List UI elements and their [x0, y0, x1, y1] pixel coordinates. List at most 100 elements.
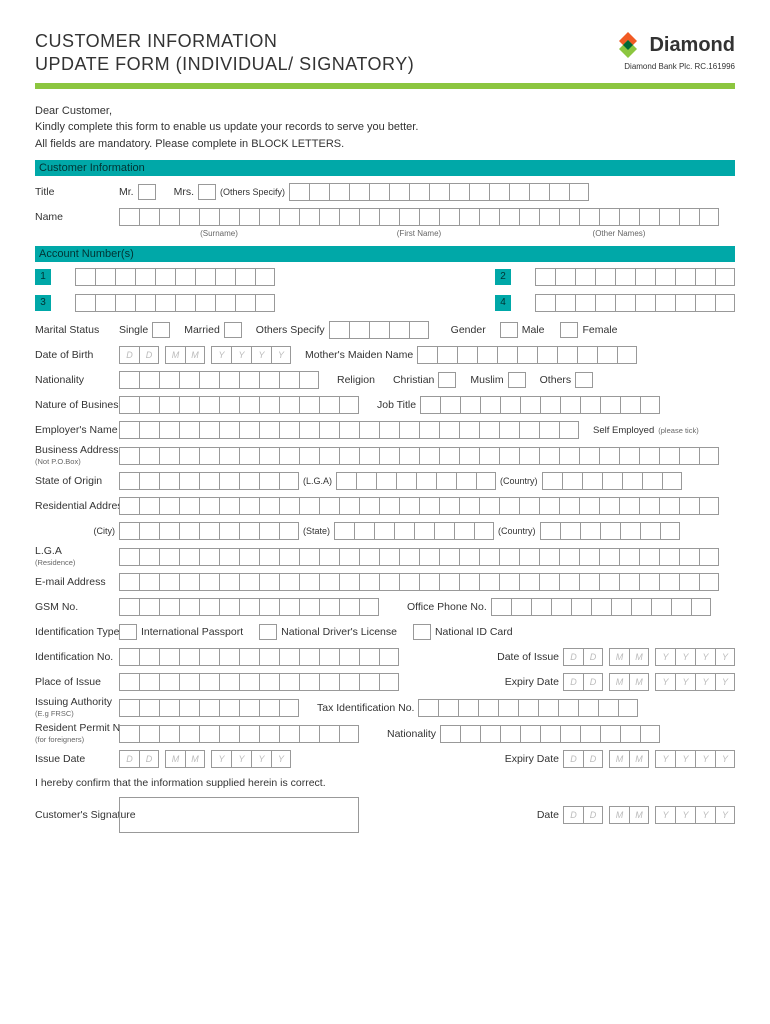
- confirm-text: I hereby confirm that the information su…: [35, 777, 735, 789]
- checkbox-christian[interactable]: [438, 372, 456, 388]
- city-cells[interactable]: [119, 522, 299, 540]
- place-issue-cells[interactable]: [119, 673, 399, 691]
- title-row: Title Mr. Mrs. (Others Specify): [35, 182, 735, 202]
- id-no-cells[interactable]: [119, 648, 399, 666]
- expiry-2-cells[interactable]: DDMMYYYY: [563, 750, 735, 768]
- green-divider: [35, 83, 735, 89]
- label-state-origin: State of Origin: [35, 475, 115, 487]
- label-marital: Marital Status: [35, 324, 115, 336]
- label-business-address: Business Address(Not P.O.Box): [35, 445, 115, 466]
- label-country-2: (Country): [498, 526, 536, 536]
- label-mr: Mr.: [119, 186, 134, 198]
- employer-row: Employer's Name Self Employed (please ti…: [35, 420, 735, 440]
- date-issue-cells[interactable]: DDMMYYYY: [563, 648, 735, 666]
- label-nationality: Nationality: [35, 374, 115, 386]
- account-badge-1: 1: [35, 269, 51, 285]
- label-muslim: Muslim: [470, 374, 503, 386]
- label-nationality-2: Nationality: [387, 728, 436, 740]
- label-id-type: Identification Type: [35, 627, 115, 639]
- account-2-cells[interactable]: [535, 268, 735, 286]
- diamond-icon: [613, 30, 643, 60]
- checkbox-single[interactable]: [152, 322, 170, 338]
- account-badge-3: 3: [35, 295, 51, 311]
- label-date: Date: [537, 809, 559, 821]
- intro-line-3: All fields are mandatory. Please complet…: [35, 136, 735, 153]
- issue-date-cells[interactable]: DDMMYYYY: [119, 750, 291, 768]
- account-row-1: 1 2: [35, 268, 735, 286]
- label-lga: (L.G.A): [303, 476, 332, 486]
- phone-row: GSM No. Office Phone No.: [35, 597, 735, 617]
- label-passport: International Passport: [141, 626, 243, 638]
- account-badge-2: 2: [495, 269, 511, 285]
- account-1-cells[interactable]: [75, 268, 275, 286]
- intro-text: Dear Customer, Kindly complete this form…: [35, 103, 735, 153]
- checkbox-mr[interactable]: [138, 184, 156, 200]
- account-3-cells[interactable]: [75, 294, 275, 312]
- lga-cells[interactable]: [336, 472, 496, 490]
- checkbox-ndl[interactable]: [259, 624, 277, 640]
- state-origin-cells[interactable]: [119, 472, 299, 490]
- checkbox-others-religion[interactable]: [575, 372, 593, 388]
- account-badge-4: 4: [495, 295, 511, 311]
- country-cells[interactable]: [542, 472, 682, 490]
- residential-cells[interactable]: [119, 497, 719, 515]
- sublabel-firstname: (First Name): [319, 229, 519, 238]
- id-no-row: Identification No. Date of Issue DDMMYYY…: [35, 647, 735, 667]
- label-mrs: Mrs.: [174, 186, 194, 198]
- label-ndl: National Driver's License: [281, 626, 397, 638]
- marital-others-cells[interactable]: [329, 321, 429, 339]
- email-cells[interactable]: [119, 573, 719, 591]
- account-4-cells[interactable]: [535, 294, 735, 312]
- nature-business-cells[interactable]: [119, 396, 359, 414]
- checkbox-muslim[interactable]: [508, 372, 526, 388]
- checkbox-male[interactable]: [500, 322, 518, 338]
- lga-residence-row: L.G.A(Residence): [35, 546, 735, 567]
- state-origin-row: State of Origin (L.G.A) (Country): [35, 471, 735, 491]
- checkbox-mrs[interactable]: [198, 184, 216, 200]
- gsm-cells[interactable]: [119, 598, 379, 616]
- label-state: (State): [303, 526, 330, 536]
- business-address-row: Business Address(Not P.O.Box): [35, 445, 735, 466]
- lga-residence-cells[interactable]: [119, 548, 719, 566]
- employer-cells[interactable]: [119, 421, 579, 439]
- state-cells[interactable]: [334, 522, 494, 540]
- label-office-phone: Office Phone No.: [407, 601, 487, 613]
- checkbox-passport[interactable]: [119, 624, 137, 640]
- label-title: Title: [35, 186, 115, 198]
- checkbox-female[interactable]: [560, 322, 578, 338]
- issuing-auth-cells[interactable]: [119, 699, 299, 717]
- checkbox-married[interactable]: [224, 322, 242, 338]
- form-page: CUSTOMER INFORMATION UPDATE FORM (INDIVI…: [0, 0, 770, 868]
- title-line-2: UPDATE FORM (INDIVIDUAL/ SIGNATORY): [35, 54, 414, 74]
- title-others-cells[interactable]: [289, 183, 589, 201]
- job-title-cells[interactable]: [420, 396, 660, 414]
- nationality-cells[interactable]: [119, 371, 319, 389]
- label-signature: Customer's Signature: [35, 810, 115, 822]
- email-row: E-mail Address: [35, 572, 735, 592]
- label-country: (Country): [500, 476, 538, 486]
- logo-block: Diamond Diamond Bank Plc. RC.161996: [613, 30, 735, 71]
- permit-cells[interactable]: [119, 725, 359, 743]
- signature-date-cells[interactable]: DDMMYYYY: [563, 806, 735, 824]
- nationality-2-cells[interactable]: [440, 725, 660, 743]
- label-christian: Christian: [393, 374, 434, 386]
- page-title: CUSTOMER INFORMATION UPDATE FORM (INDIVI…: [35, 30, 613, 77]
- name-cells[interactable]: [119, 208, 719, 226]
- checkbox-nid[interactable]: [413, 624, 431, 640]
- label-others-specify: (Others Specify): [220, 187, 285, 197]
- tin-cells[interactable]: [418, 699, 638, 717]
- title-block: CUSTOMER INFORMATION UPDATE FORM (INDIVI…: [35, 30, 613, 77]
- business-address-cells[interactable]: [119, 447, 719, 465]
- mother-maiden-cells[interactable]: [417, 346, 637, 364]
- dob-cells[interactable]: DDMMYYYY: [119, 346, 291, 364]
- label-expiry: Expiry Date: [505, 676, 559, 688]
- expiry-cells[interactable]: DDMMYYYY: [563, 673, 735, 691]
- issue-date-row: Issue Date DDMMYYYY Expiry Date DDMMYYYY: [35, 749, 735, 769]
- intro-line-1: Dear Customer,: [35, 103, 735, 120]
- intro-line-2: Kindly complete this form to enable us u…: [35, 119, 735, 136]
- label-date-issue: Date of Issue: [497, 651, 559, 663]
- label-place-issue: Place of Issue: [35, 676, 115, 688]
- signature-box[interactable]: [119, 797, 359, 833]
- country-2-cells[interactable]: [540, 522, 680, 540]
- office-phone-cells[interactable]: [491, 598, 711, 616]
